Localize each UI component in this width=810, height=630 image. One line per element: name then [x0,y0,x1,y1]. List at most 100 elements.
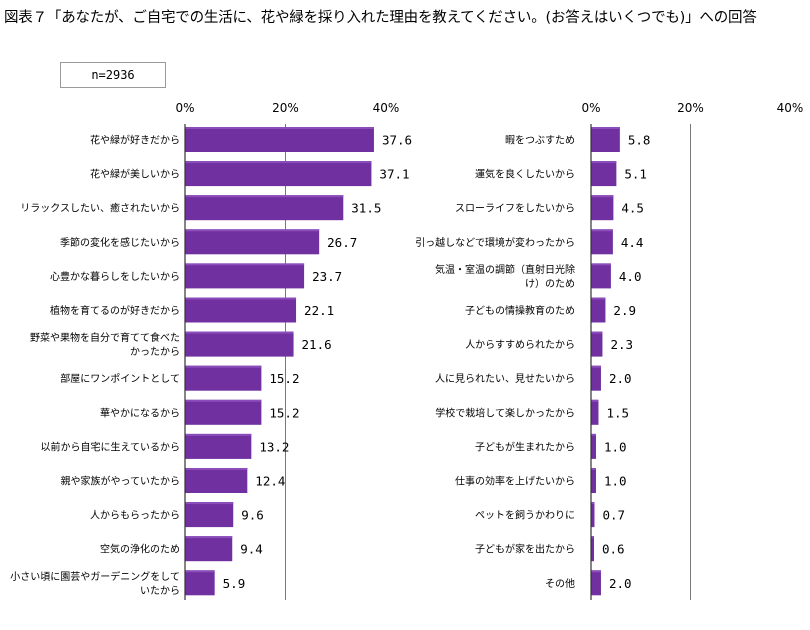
right-value-label: 0.7 [602,508,625,523]
right-bar [591,127,620,152]
right-bar-highlight [591,263,611,266]
right-bar-highlight [591,502,595,505]
left-category-label: 心豊かな暮らしをしたいから [50,270,180,283]
left-bar-highlight [185,502,234,505]
chart-title: 図表７「あなたが、ご自宅での生活に、花や緑を採り入れた理由を教えてください。(お… [4,10,757,26]
right-category-label: 人に見られたい、見せたいから [435,373,575,385]
right-tick-label: 20% [677,101,704,115]
right-bar [591,399,599,425]
right-value-label: 4.0 [619,269,642,284]
left-category-label: 季節の変化を感じたいから [60,236,180,249]
left-category-label: リラックスしたい、癒されたいから [20,202,180,215]
right-category-label: ペットを飼うかわりに [475,509,575,522]
left-value-label: 13.2 [259,439,289,454]
left-bar-highlight [185,127,374,129]
right-bar-highlight [591,365,601,368]
left-value-label: 26.7 [327,235,357,250]
right-bar [591,229,613,255]
left-value-label: 23.7 [312,269,342,284]
right-bar-highlight [591,297,606,300]
right-bar [591,433,596,459]
left-bar-highlight [185,536,233,539]
right-value-label: 2.3 [610,337,633,352]
left-bar [185,536,233,562]
right-tick-label: 0% [581,101,600,115]
left-tick-label: 0% [175,101,194,115]
left-tick-label: 20% [272,101,299,115]
left-category-label: 人からもらったから [90,510,180,522]
right-bar [591,570,601,596]
right-value-label: 2.0 [609,576,632,591]
right-value-label: 5.8 [628,133,651,148]
right-bar [591,195,614,221]
left-value-label: 22.1 [304,303,334,318]
right-category-label: 人からすすめられたから [465,339,575,351]
right-bar-highlight [591,399,599,402]
left-bar-highlight [185,468,248,470]
left-value-label: 31.5 [351,201,381,216]
left-bar-highlight [185,365,262,368]
left-bar-highlight [185,229,320,232]
right-category-label: 子どもが家を出たから [475,543,575,556]
left-value-label: 9.6 [241,508,264,523]
left-bar [185,127,374,152]
left-bar [185,195,344,221]
right-category-label: 気温・室温の調節（直射日光除 [435,263,575,276]
right-value-label: 1.0 [604,474,627,489]
right-value-label: 1.0 [604,439,627,454]
left-bar [185,263,305,289]
right-bar [591,468,596,493]
left-category-label: 部屋にワンポイントとして [60,372,180,385]
right-bar-highlight [591,127,620,129]
left-value-label: 9.4 [240,542,263,557]
right-bar-highlight [591,161,617,164]
left-bar [185,331,294,357]
right-category-label: け）のため [525,278,575,290]
right-value-label: 4.4 [621,235,644,250]
left-bar-highlight [185,433,252,436]
right-bar [591,297,606,323]
left-bar-highlight [185,263,305,266]
right-category-label: 引っ越しなどで環境が変わったから [415,236,575,249]
left-category-label: 空気の浄化のため [100,543,180,556]
right-value-label: 0.6 [602,542,625,557]
right-bar [591,161,617,187]
left-bar [185,229,320,255]
left-bar [185,570,215,596]
right-tick-label: 40% [777,101,804,115]
left-bar-highlight [185,195,344,198]
left-category-label: 植物を育てるのが好きだから [50,304,180,317]
right-category-label: 子どもが生まれたから [475,440,575,453]
left-bar [185,161,372,187]
right-category-label: 運気を良くしたいから [475,168,575,181]
left-bar-highlight [185,331,294,334]
left-category-label: 野菜や果物を自分で育てて食べた [30,331,180,344]
right-value-label: 2.9 [613,303,636,318]
left-category-label: 以前から自宅に生えているから [41,440,181,453]
left-bar [185,502,234,528]
right-bar-highlight [591,331,603,334]
right-bar [591,331,603,357]
left-bar [185,399,262,425]
left-category-label: かったから [130,346,180,358]
right-bar-highlight [591,536,594,539]
right-category-label: スローライフをしたいから [455,203,575,215]
right-bar-highlight [591,570,601,573]
left-value-label: 37.1 [379,167,409,182]
left-value-label: 21.6 [302,337,332,352]
left-value-label: 12.4 [255,474,285,489]
right-category-label: 学校で栽培して楽しかったから [435,406,575,419]
left-category-label: 華やかになるから [100,407,180,419]
right-bar [591,502,595,528]
left-category-label: いたから [140,585,180,597]
left-value-label: 5.9 [223,576,246,591]
left-bar [185,297,297,323]
left-tick-label: 40% [373,101,400,115]
left-bar-highlight [185,161,372,164]
left-category-label: 小さい頃に園芸やガーデニングをして [10,570,180,583]
right-bar-highlight [591,195,614,198]
right-category-label: その他 [545,577,575,590]
right-category-label: 仕事の効率を上げたいから [455,475,575,488]
sample-size-box: n=2936 [60,62,166,88]
